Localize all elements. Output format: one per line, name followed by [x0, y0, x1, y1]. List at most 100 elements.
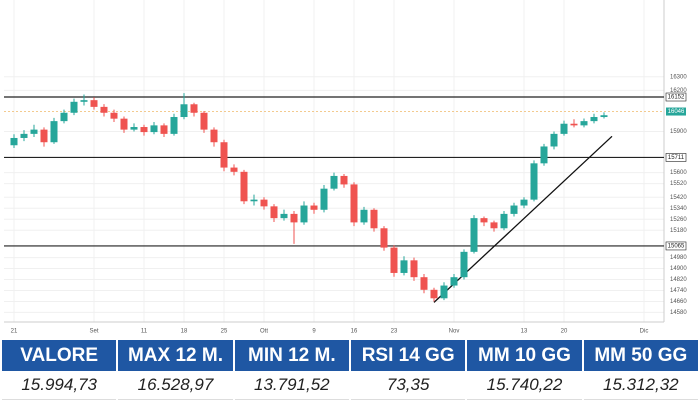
- candle-body: [80, 100, 88, 102]
- stat-value: 13.791,52: [234, 371, 349, 400]
- level-tag: [665, 241, 687, 251]
- candle-body: [250, 199, 258, 202]
- x-tick-label: 23: [391, 329, 398, 335]
- candle-body: [500, 213, 508, 229]
- chart: 14580 14660 14740 14820 14900 14980 15180 15260…: [4, 0, 687, 335]
- y-tick-label: 15340: [670, 206, 687, 212]
- candle-body: [370, 209, 378, 229]
- y-tick-label: 15260: [670, 217, 687, 223]
- candle-body: [320, 188, 328, 210]
- y-tick-label: 15900: [670, 129, 687, 135]
- y-tick-label: 15420: [670, 195, 687, 201]
- candle-body: [590, 117, 598, 122]
- candle-body: [330, 175, 338, 189]
- x-tick-label: Nov: [449, 329, 460, 335]
- x-tick-label: 18: [181, 329, 188, 335]
- candle-body: [470, 218, 478, 252]
- stat-value: 15.740,22: [467, 371, 582, 400]
- candle-body: [230, 167, 238, 172]
- candle-body: [160, 125, 168, 134]
- candle-body: [70, 101, 78, 113]
- candle-body: [10, 137, 18, 146]
- candle-body: [60, 112, 68, 122]
- candle-body: [550, 133, 558, 147]
- candle-body: [340, 175, 348, 185]
- stat-header: MIN 12 M.: [234, 340, 349, 371]
- x-tick-label: 9: [312, 329, 316, 335]
- y-tick-label: 14660: [670, 299, 687, 305]
- value-row: 15.994,73 16.528,97 13.791,52 73,35 15.740,2…: [2, 371, 698, 400]
- candle-body: [200, 112, 208, 130]
- level-tag: [665, 153, 687, 162]
- y-tick-label: 14740: [670, 288, 687, 294]
- y-tick-label: 15600: [670, 170, 687, 176]
- stat-value: 15.994,73: [2, 371, 117, 400]
- y-tick-label: 14580: [670, 310, 687, 316]
- stat-header: VALORE: [2, 340, 117, 371]
- y-tick-label: 16200: [670, 88, 687, 94]
- candle-body: [360, 209, 368, 223]
- stat-value: 73,35: [350, 371, 466, 400]
- y-tick-label: 14980: [670, 255, 687, 261]
- candle-body: [570, 123, 578, 126]
- x-tick-label: Dic: [640, 329, 649, 335]
- candle-body: [20, 133, 28, 138]
- candle-body: [530, 163, 538, 200]
- header-row: VALORE MAX 12 M. MIN 12 M. RSI 14 GG MM 10 G…: [2, 340, 698, 371]
- level-label: 15711: [668, 155, 685, 161]
- candle-body: [100, 106, 108, 113]
- candle-body: [510, 205, 518, 214]
- stats-table: VALORE MAX 12 M. MIN 12 M. RSI 14 GG MM 10 G…: [0, 340, 700, 400]
- last-price-tag: [666, 107, 686, 116]
- y-tick-label: 15520: [670, 181, 687, 187]
- x-tick-label: Ott: [260, 329, 268, 335]
- candle-body: [40, 129, 48, 143]
- candle-body: [270, 206, 278, 219]
- candle-body: [480, 218, 488, 223]
- stat-header: MM 10 GG: [467, 340, 582, 371]
- candle-body: [130, 127, 138, 130]
- y-tick-label: 14820: [670, 277, 687, 283]
- y-tick-label: 16300: [670, 74, 687, 80]
- candle-body: [350, 184, 358, 223]
- level-label: 16152: [668, 95, 685, 101]
- candle-body: [260, 199, 268, 207]
- candle-body: [400, 260, 408, 273]
- candle-body: [220, 142, 228, 168]
- candle-body: [140, 127, 148, 133]
- candle-body: [430, 289, 438, 299]
- candle-body: [110, 112, 118, 119]
- stat-header: RSI 14 GG: [350, 340, 466, 371]
- level-label: 15065: [668, 244, 685, 250]
- candle-body: [490, 222, 498, 229]
- x-tick-label: 20: [561, 329, 568, 335]
- candle-body: [30, 129, 38, 134]
- y-tick-label: 14900: [670, 266, 687, 272]
- candle-body: [390, 247, 398, 273]
- candle-body: [440, 285, 448, 299]
- x-tick-label: Set: [89, 329, 98, 335]
- stat-header: MAX 12 M.: [118, 340, 233, 371]
- x-tick-label: 25: [221, 329, 228, 335]
- candle-body: [290, 213, 298, 223]
- level-tag: [665, 92, 687, 102]
- x-tick-label: 11: [141, 329, 148, 335]
- candle-body: [520, 199, 528, 206]
- candle-body: [380, 228, 388, 248]
- candle-body: [410, 260, 418, 278]
- candle-body: [420, 277, 428, 290]
- candle-body: [560, 123, 568, 134]
- candle-body: [180, 104, 188, 118]
- candle-body: [540, 146, 548, 164]
- candle-body: [170, 117, 178, 134]
- candle-body: [210, 129, 218, 143]
- candle-body: [310, 205, 318, 210]
- x-tick-label: 13: [521, 329, 528, 335]
- stat-value: 16.528,97: [118, 371, 233, 400]
- candle-body: [90, 100, 98, 107]
- candle-body: [150, 125, 158, 133]
- x-tick-label: 21: [11, 329, 18, 335]
- last-price-label: 16046: [668, 109, 685, 115]
- candle-body: [600, 115, 608, 118]
